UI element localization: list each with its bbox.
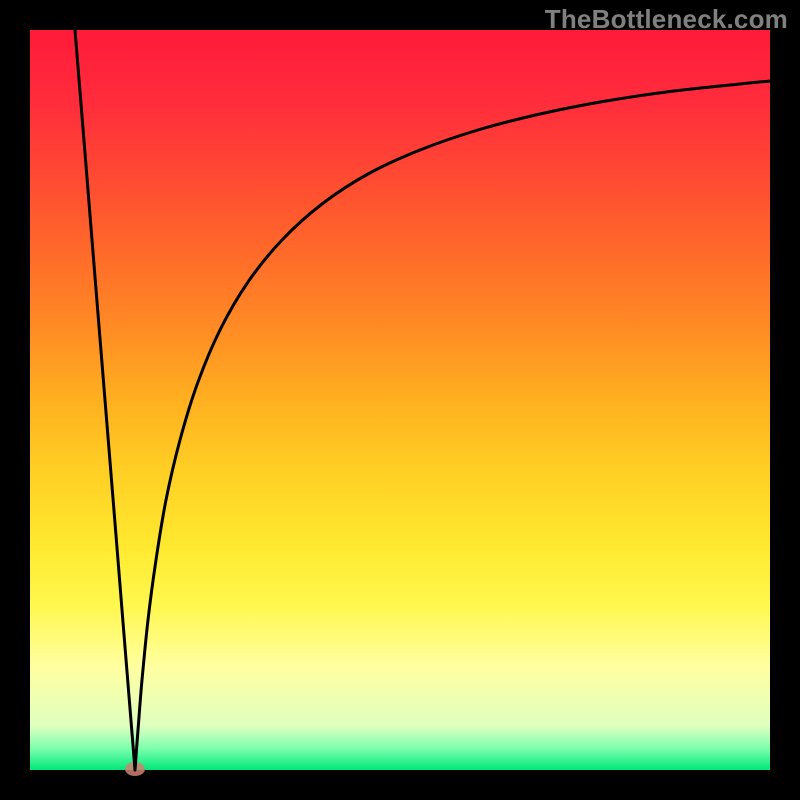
watermark-text: TheBottleneck.com: [545, 4, 788, 35]
bottleneck-chart: [0, 0, 800, 800]
chart-container: { "watermark": { "text": "TheBottleneck.…: [0, 0, 800, 800]
plot-background: [30, 30, 770, 770]
